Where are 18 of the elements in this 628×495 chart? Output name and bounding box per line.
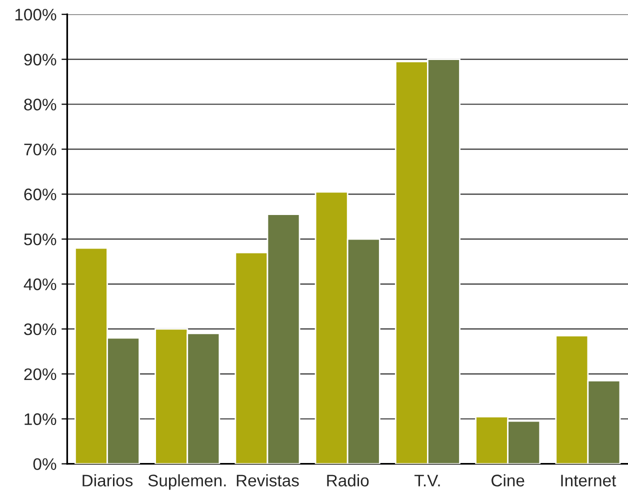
y-tick-label: 90%: [24, 54, 56, 66]
x-tick-label: Revistas: [236, 474, 299, 486]
y-tick-label: 20%: [24, 368, 56, 380]
y-tick-label: 50%: [24, 233, 56, 246]
x-tick-label: Suplemen.: [148, 474, 226, 490]
y-tick-label: 100%: [15, 8, 56, 21]
x-tick-label: Diarios: [82, 474, 133, 486]
y-tick-label: 0%: [33, 458, 56, 470]
y-tick-label: 40%: [24, 278, 56, 290]
x-tick-label: Internet: [561, 474, 616, 486]
y-tick-label: 80%: [24, 98, 56, 110]
y-tick-label: 70%: [24, 144, 56, 156]
y-tick-label: 30%: [24, 323, 56, 336]
y-tick-label: 60%: [24, 188, 56, 200]
x-tick-label: Cine: [492, 474, 524, 486]
x-tick-label: T.V.: [414, 474, 440, 486]
y-tick-label: 10%: [24, 413, 56, 426]
x-tick-label: Radio: [327, 474, 369, 486]
